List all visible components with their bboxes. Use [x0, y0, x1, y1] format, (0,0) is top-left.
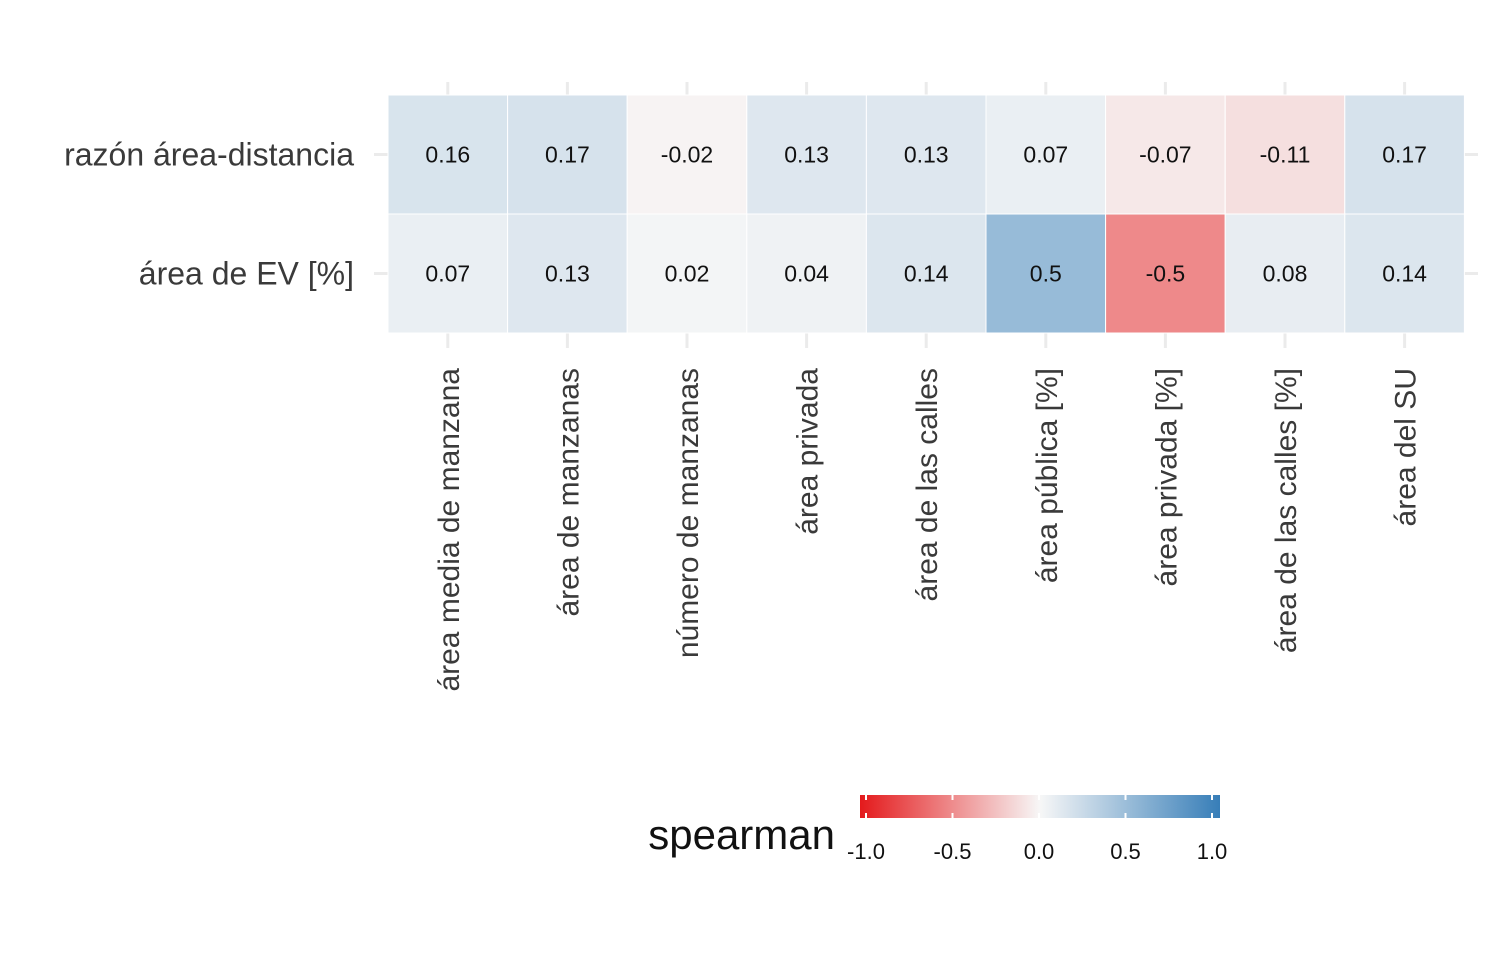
x-axis-label: número de manzanas: [672, 368, 705, 658]
cell-value-label: -0.07: [1139, 142, 1191, 168]
legend-title: spearman: [648, 811, 835, 858]
x-axis: área media de manzana área de manzanas núm…: [433, 368, 1423, 692]
heatmap-cell: [746, 213, 867, 334]
x-axis-label: área de las calles [%]: [1270, 368, 1303, 653]
legend-tick-label: 1.0: [1197, 839, 1228, 864]
cell-value-label: -0.11: [1260, 142, 1311, 168]
cell-value-label: 0.02: [665, 261, 710, 287]
legend-tick-label: -1.0: [847, 839, 885, 864]
heatmap-cell: [865, 94, 987, 215]
cell-value-label: 0.07: [1023, 142, 1068, 168]
cell-value-label: 0.17: [545, 142, 590, 168]
heatmap-cell: [1344, 213, 1465, 334]
heatmap-cell: [746, 94, 867, 215]
heatmap-cell: [507, 94, 628, 215]
cell-value-label: 0.17: [1382, 142, 1427, 168]
heatmap-cell: [387, 213, 509, 334]
cell-value-label: 0.07: [425, 261, 470, 287]
x-axis-label: área privada: [792, 368, 825, 535]
cell-value-label: 0.04: [784, 261, 829, 287]
heatmap-cell: [865, 213, 987, 334]
cell-value-label: 0.13: [904, 142, 949, 168]
cell-value-label: 0.13: [784, 142, 829, 168]
heatmap-cell: [985, 94, 1107, 215]
legend-colorbar: [860, 795, 1220, 818]
y-axis-label: área de EV [%]: [139, 256, 354, 292]
x-axis-label: área media de manzana: [433, 368, 466, 692]
x-axis-label: área del SU: [1390, 368, 1423, 526]
heatmap-cell: [1224, 213, 1346, 334]
heatmap-cell: [387, 94, 509, 215]
x-axis-label: área privada [%]: [1150, 368, 1183, 586]
heatmap-cells: [387, 94, 1465, 334]
cell-value-label: 0.13: [545, 261, 590, 287]
x-axis-label: área de las calles: [911, 368, 944, 601]
x-axis-label: área pública [%]: [1031, 368, 1064, 583]
legend-tick-label: 0.5: [1110, 839, 1141, 864]
y-axis: razón área-distancia área de EV [%]: [64, 137, 354, 292]
heatmap-cell: [1344, 94, 1465, 215]
cell-value-label: 0.5: [1030, 261, 1062, 287]
cell-value-label: 0.16: [425, 142, 470, 168]
heatmap-cell: [507, 213, 628, 334]
cell-value-label: 0.14: [1382, 261, 1427, 287]
cell-value-label: -0.5: [1146, 261, 1186, 287]
y-axis-label: razón área-distancia: [64, 137, 354, 173]
legend-tick-label: -0.5: [934, 839, 972, 864]
legend-tick-label: 0.0: [1024, 839, 1055, 864]
cell-value-labels: 0.16 0.17 -0.02 0.13 0.13 0.07 -0.07 -0.11 0.17 0…: [425, 142, 1427, 287]
x-axis-label: área de manzanas: [552, 368, 585, 617]
cell-value-label: -0.02: [661, 142, 713, 168]
heatmap-cell: [985, 213, 1107, 334]
heatmap-cell: [1105, 213, 1226, 334]
heatmap-cell: [626, 94, 748, 215]
heatmap-cell: [1105, 94, 1226, 215]
color-legend: spearman -1.0 -0.5 0.0 0.5 1.0: [648, 795, 1227, 864]
cell-value-label: 0.14: [904, 261, 949, 287]
heatmap-cell: [626, 213, 748, 334]
cell-value-label: 0.08: [1263, 261, 1308, 287]
